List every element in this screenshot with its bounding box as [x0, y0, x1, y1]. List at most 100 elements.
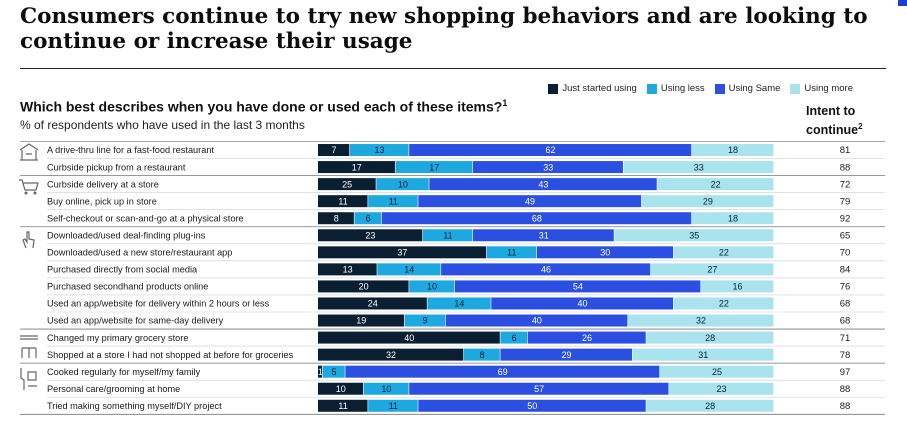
category-label: Personal care/grooming at home [47, 384, 180, 394]
intent-value: 68 [840, 299, 851, 310]
bar-segment-4 [623, 161, 774, 174]
bar-segment-1 [318, 195, 368, 208]
bar-value-label: 50 [527, 401, 537, 411]
bar-segment-4 [646, 331, 774, 344]
bar-segment-3 [381, 212, 692, 225]
legend-label-using-more: Using more [804, 83, 853, 94]
bar-value-label: 29 [703, 196, 713, 206]
bar-value-label: 40 [577, 299, 587, 309]
bar-segment-4 [657, 178, 774, 191]
bar-segment-3 [409, 382, 669, 395]
bar-value-label: 69 [498, 367, 508, 377]
bar-value-label: 6 [512, 333, 517, 343]
bar-segment-4 [691, 212, 774, 225]
bar-value-label: 68 [532, 213, 542, 223]
bar-segment-1 [318, 399, 368, 412]
bar-segment-3 [441, 263, 651, 276]
bar-segment-2 [422, 229, 473, 242]
bar-segment-1 [318, 348, 464, 361]
intent-value: 88 [840, 162, 851, 173]
bar-segment-2 [354, 212, 382, 225]
bar-segment-2 [404, 314, 446, 327]
legend-swatch-just-started [548, 83, 559, 94]
bar-segment-1 [318, 382, 363, 395]
intent-value: 71 [840, 333, 851, 344]
bar-segment-3 [473, 229, 614, 242]
bar-value-label: 24 [368, 299, 378, 309]
bar-segment-4 [628, 314, 774, 327]
bar-segment-4 [646, 399, 774, 412]
bar-value-label: 10 [398, 179, 408, 189]
bar-segment-2 [486, 246, 537, 259]
bar-value-label: 22 [719, 248, 729, 258]
bar-segment-3 [409, 144, 692, 157]
bar-value-label: 10 [336, 384, 346, 394]
bar-segment-2 [377, 263, 441, 276]
bar-segment-3 [473, 161, 623, 174]
category-label: Shopped at a store I had not shopped at … [47, 350, 294, 360]
legend-item-using-same: Using Same [714, 83, 780, 94]
bar-value-label: 31 [539, 230, 549, 240]
bar-value-label: 5 [331, 367, 336, 377]
bar-segment-2 [349, 144, 409, 157]
bar-value-label: 33 [543, 162, 553, 172]
bar-value-label: 25 [712, 367, 722, 377]
intent-value: 79 [840, 196, 851, 207]
bar-value-label: 27 [707, 265, 717, 275]
bar-segment-1 [318, 212, 354, 225]
chart-question: Which best describes when you have done … [20, 98, 507, 115]
bar-value-label: 22 [719, 299, 729, 309]
bar-value-label: 17 [429, 162, 439, 172]
legend-item-using-less: Using less [646, 83, 705, 94]
bar-segment-3 [454, 280, 701, 293]
bar-segment-3 [445, 314, 628, 327]
intent-value: 72 [840, 179, 851, 190]
bar-value-label: 33 [694, 162, 704, 172]
bar-value-label: 8 [334, 213, 339, 223]
bar-value-label: 10 [427, 282, 437, 292]
bar-segment-1 [318, 144, 350, 157]
bar-value-label: 11 [389, 196, 398, 206]
bar-segment-3 [491, 297, 674, 310]
category-label: Downloaded/used a new store/restaurant a… [47, 248, 232, 258]
bar-value-label: 13 [375, 145, 385, 155]
bar-segment-4 [632, 348, 774, 361]
bar-value-label: 8 [480, 350, 485, 360]
category-label: Self-checkout or scan-and-go at a physic… [47, 213, 244, 223]
bar-value-label: 11 [338, 401, 347, 411]
bar-value-label: 37 [397, 248, 407, 258]
legend-swatch-using-same [714, 83, 725, 94]
bar-segment-1 [318, 246, 487, 259]
bar-segment-1 [318, 263, 377, 276]
intent-column-header: Intent to continue2 [806, 103, 863, 138]
bar-value-label: 22 [711, 179, 721, 189]
bar-segment-2 [368, 399, 418, 412]
bar-segment-3 [429, 178, 657, 191]
store-icon [18, 332, 40, 362]
bar-value-label: 31 [698, 350, 708, 360]
bar-value-label: 35 [689, 230, 699, 240]
bar-value-label: 54 [573, 282, 583, 292]
bar-segment-1 [318, 161, 395, 174]
category-label: Curbside delivery at a store [47, 179, 159, 189]
chart-subtitle: % of respondents who have used in the la… [20, 118, 305, 132]
bar-value-label: 40 [532, 316, 542, 326]
category-label: Tried making something myself/DIY projec… [47, 401, 222, 411]
bar-value-label: 13 [343, 265, 353, 275]
bar-value-label: 25 [342, 179, 352, 189]
title-divider [20, 68, 886, 69]
bar-value-label: 14 [404, 265, 414, 275]
bar-segment-2 [322, 365, 345, 378]
intent-value: 88 [840, 401, 851, 412]
bar-segment-1 [318, 314, 405, 327]
category-label: Purchased directly from social media [47, 265, 198, 275]
legend-item-using-more: Using more [790, 83, 853, 94]
legend-swatch-using-less [646, 83, 657, 94]
bar-value-label: 62 [546, 145, 556, 155]
bar-segment-1 [318, 280, 409, 293]
bar-segment-2 [427, 297, 491, 310]
bar-segment-2 [395, 161, 473, 174]
bar-value-label: 6 [366, 213, 371, 223]
bar-value-label: 32 [386, 350, 396, 360]
